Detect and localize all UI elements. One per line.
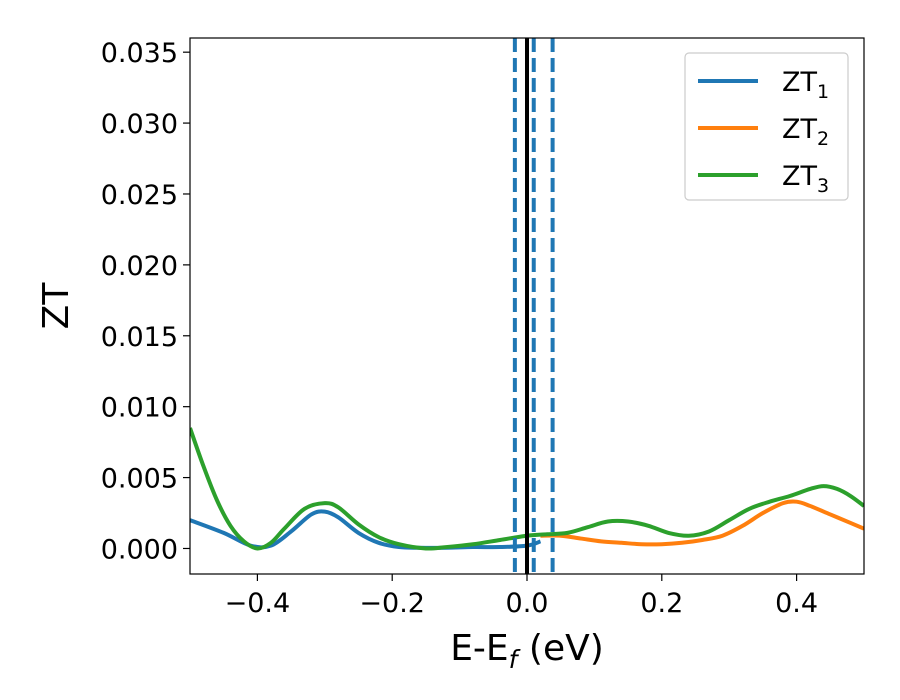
legend-box [684,52,849,201]
x-tick-label: 0.4 [775,588,818,619]
legend-label-zt2: ZT2 [782,114,829,150]
x-tick-label: 0.2 [640,588,683,619]
legend-label-zt1: ZT1 [782,67,829,103]
x-axis-title: E-Ef (eV) [450,628,604,674]
y-tick-label: 0.025 [101,180,178,211]
y-axis-title: ZT [36,282,77,330]
plot-content [190,38,864,574]
x-tick-label: −0.4 [225,588,291,619]
y-tick-label: 0.030 [101,109,178,140]
y-tick-label: 0.020 [101,251,178,282]
y-tick-label: 0.005 [101,464,178,495]
legend-label-zt3: ZT3 [782,161,829,197]
series-line-zt2 [540,499,864,547]
y-tick-label: 0.010 [101,393,178,424]
axes: −0.4 −0.2 0.0 0.2 0.4 0.000 0.005 0.010 0.015 0.0… [36,37,865,674]
y-tick-label: 0.000 [101,534,178,565]
x-tick-label: 0.0 [506,588,549,619]
y-tick-label: 0.035 [101,38,178,69]
legend: ZT1 ZT2 ZT3 [684,52,849,201]
y-tick-label: 0.015 [101,322,178,353]
x-tick-label: −0.2 [359,588,425,619]
